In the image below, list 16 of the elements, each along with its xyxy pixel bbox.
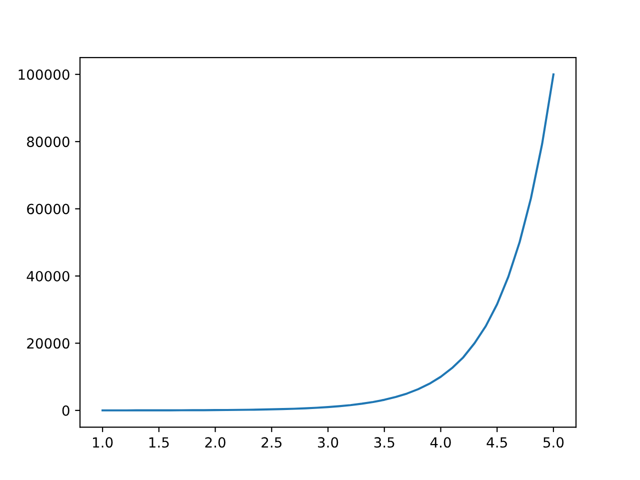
y-tick-label: 100000 <box>18 69 70 80</box>
x-tick-label: 3.5 <box>374 437 394 448</box>
y-tick-label: 0 <box>62 405 70 416</box>
x-tick-label: 3.0 <box>318 437 338 448</box>
x-tick-label: 1.0 <box>93 437 113 448</box>
y-tick-label: 60000 <box>27 204 70 214</box>
y-tick-label: 80000 <box>27 136 70 148</box>
x-tick-label: 1.5 <box>149 437 169 448</box>
y-tick-label: 40000 <box>26 270 70 282</box>
x-tick-label: 5.0 <box>543 437 564 448</box>
line-series <box>102 73 554 412</box>
x-tick-label: 4.5 <box>486 437 507 448</box>
x-tick-label: 4.0 <box>430 437 451 448</box>
y-tick-label: 20000 <box>27 338 70 349</box>
x-tick-label: 2.5 <box>262 437 282 448</box>
x-tick-label: 2.0 <box>205 437 226 448</box>
